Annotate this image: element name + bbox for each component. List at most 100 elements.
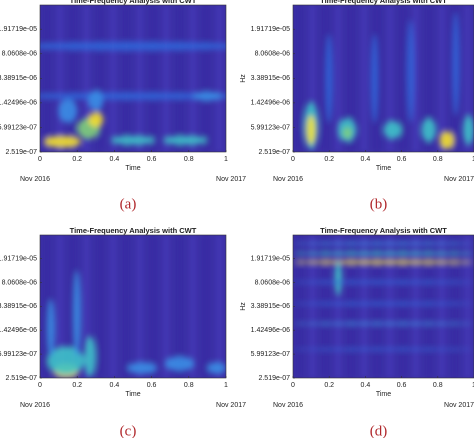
plot-area (40, 235, 226, 378)
y-tick-label: 1.91719e-05 (251, 26, 290, 33)
heatmap-streak (204, 235, 209, 378)
heatmap-streak (150, 235, 155, 378)
heatmap-blob (342, 127, 352, 139)
heatmap-streak (124, 235, 129, 378)
y-tick-label: 3.38915e-06 (251, 75, 290, 82)
heatmap-streak (426, 5, 431, 152)
heatmap-texture (40, 5, 226, 152)
plot-area (293, 5, 474, 152)
x-tick-label: 0.6 (397, 382, 407, 389)
heatmap-blob (162, 135, 208, 145)
heatmap-streak (349, 235, 354, 378)
heatmap-blob (463, 115, 474, 145)
heatmap-blob (325, 34, 333, 123)
y-tick-label: 3.38915e-06 (0, 75, 37, 82)
x-axis-label: Time (125, 165, 140, 172)
heatmap-streak (217, 5, 222, 152)
x-axis-label: Time (376, 165, 391, 172)
heatmap-streak (297, 5, 302, 152)
x-tick-label: 0.2 (72, 382, 82, 389)
heatmap-blob (40, 92, 226, 100)
y-tick-label: 1.91719e-05 (0, 255, 37, 262)
x-tick-label: 0 (291, 382, 295, 389)
y-tick-label: 2.519e-07 (5, 149, 37, 156)
heatmap-streak (310, 5, 315, 152)
end-label: Nov 2017 (216, 402, 246, 409)
heatmap-streak (362, 235, 367, 378)
heatmap-blob (407, 19, 415, 123)
x-tick-label: 0.4 (361, 382, 371, 389)
heatmap-blob (439, 131, 455, 150)
heatmap-blob (88, 90, 104, 111)
heatmap-streak (111, 5, 116, 152)
heatmap-streak (71, 5, 76, 152)
y-tick-label: 2.519e-07 (5, 375, 37, 382)
start-label: Nov 2016 (20, 176, 50, 183)
heatmap-streak (137, 235, 142, 378)
x-axis-label: Time (125, 391, 140, 398)
heatmap-streak (190, 5, 195, 152)
y-tick-label: 5.99123e-07 (251, 351, 290, 358)
caption: (b) (370, 196, 388, 212)
heatmap-blob (58, 99, 78, 123)
x-tick-label: 1 (224, 382, 228, 389)
y-tick-label: 5.99123e-07 (0, 351, 37, 358)
heatmap-streak (310, 235, 315, 378)
heatmap-streak (177, 5, 182, 152)
heatmap-streak (400, 5, 405, 152)
heatmap-streak (71, 235, 76, 378)
y-tick-label: 2.519e-07 (258, 375, 290, 382)
heatmap-blob (43, 135, 81, 148)
heatmap-blob (383, 121, 402, 139)
y-tick-label: 3.38915e-06 (0, 303, 37, 310)
y-tick-label: 3.38915e-06 (251, 303, 290, 310)
panel-title: Time-Frequency Analysis with CWT (70, 226, 197, 235)
y-tick-label: 8.0608e-06 (2, 51, 38, 58)
end-label: Nov 2017 (444, 176, 474, 183)
heatmap-streak (57, 5, 62, 152)
x-tick-label: 0.8 (184, 156, 194, 163)
heatmap-streak (439, 235, 444, 378)
heatmap-blob (192, 91, 223, 101)
x-tick-label: 1 (472, 382, 474, 389)
heatmap-streak (150, 5, 155, 152)
y-tick-label: 1.42496e-06 (0, 100, 37, 107)
heatmap-texture (44, 235, 226, 378)
heatmap-streak (57, 235, 62, 378)
heatmap-blob (370, 34, 379, 123)
heatmap-streak (413, 5, 418, 152)
heatmap-streak (323, 5, 328, 152)
heatmap-blob (452, 12, 460, 116)
heatmap-blob (164, 356, 195, 371)
heatmap-streak (44, 5, 49, 152)
heatmap-streak (375, 235, 380, 378)
heatmap-streak (124, 5, 129, 152)
heatmap-blob (47, 299, 55, 357)
heatmap-blob (293, 302, 474, 306)
y-tick-label: 5.99123e-07 (251, 124, 290, 131)
y-axis-label: Hz (240, 302, 247, 311)
heatmap-blob (293, 260, 474, 264)
heatmap-blob (293, 348, 474, 351)
x-tick-label: 0.2 (72, 156, 82, 163)
x-tick-label: 0.4 (110, 382, 120, 389)
heatmap-blob (293, 242, 474, 245)
x-tick-label: 0 (38, 382, 42, 389)
panel: Time-Frequency Analysis with CWT 0 0.2 0.4 0… (0, 226, 246, 438)
x-tick-label: 0.2 (324, 156, 334, 163)
plot-area (40, 5, 226, 152)
heatmap-streak (190, 235, 195, 378)
y-tick-label: 8.0608e-06 (255, 51, 291, 58)
start-label: Nov 2016 (273, 176, 303, 183)
heatmap-streak (362, 5, 367, 152)
heatmap-streak (164, 5, 169, 152)
panel: Time-Frequency Analysis with CWT 0 0.2 0.4 0… (240, 226, 474, 438)
x-tick-label: 0.8 (184, 382, 194, 389)
y-tick-label: 1.42496e-06 (0, 327, 37, 334)
heatmap-streak (97, 235, 102, 378)
heatmap-streak (204, 5, 209, 152)
heatmap-blob (293, 322, 474, 325)
heatmap-texture (293, 235, 474, 378)
y-tick-label: 8.0608e-06 (255, 279, 291, 286)
heatmap-streak (44, 235, 49, 378)
